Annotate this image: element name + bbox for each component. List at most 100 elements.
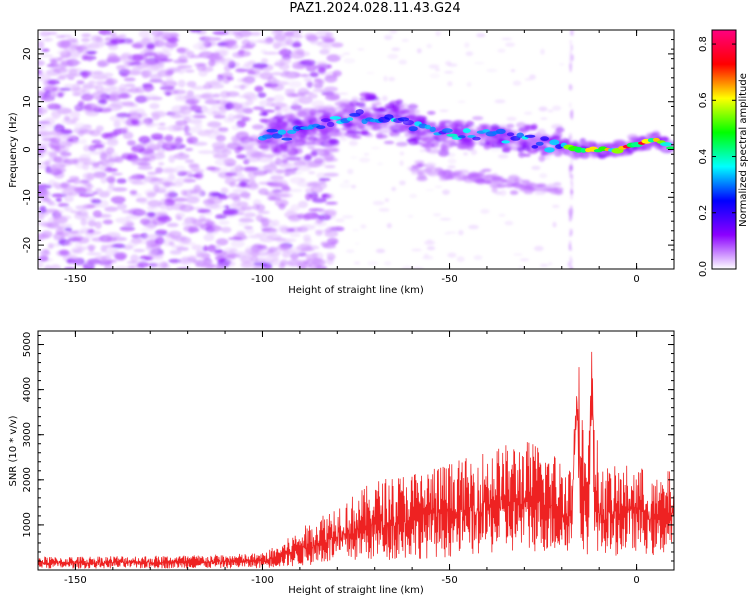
spectrogram-cell — [421, 142, 435, 149]
spectrogram-cell — [434, 185, 443, 189]
y-tick-label: -20 — [22, 237, 33, 253]
spectrogram-cell — [534, 191, 546, 195]
spectrogram-cell — [181, 222, 189, 226]
spectrogram-cell — [534, 132, 542, 138]
spectrogram-cell — [439, 109, 449, 112]
spectrogram-cell — [548, 262, 553, 266]
spectrogram-cell — [324, 165, 336, 169]
spectrogram-cell — [411, 164, 423, 169]
spectrogram-cell — [47, 243, 55, 249]
spectrogram-cell — [53, 67, 68, 74]
spectrogram-cell — [324, 74, 338, 83]
spectrogram-cell — [330, 42, 344, 48]
spectrogram-cell — [513, 253, 523, 256]
spectrogram-cell — [580, 147, 587, 153]
spectrogram-cell — [302, 234, 311, 242]
spectrogram-cell — [291, 42, 302, 48]
y-tick-label: 4000 — [22, 377, 33, 402]
spectrogram-cell — [95, 81, 107, 85]
spectrogram-cell — [233, 85, 249, 89]
spectrogram-cell — [39, 54, 54, 58]
spectrogram-cell — [286, 247, 293, 254]
spectrogram-cell — [105, 152, 112, 159]
spectrogram-cell — [204, 211, 213, 216]
spectrogram-cell — [158, 162, 165, 166]
spectrogram-cell — [384, 114, 394, 120]
spectrogram-cell — [157, 51, 172, 59]
spectrogram-cell — [233, 212, 245, 216]
spectrogram-cell — [168, 155, 176, 163]
spectrogram-cell — [229, 102, 243, 110]
spectrogram-cell — [371, 112, 378, 120]
spectrogram-cell — [472, 116, 484, 121]
spectrogram-cell — [401, 39, 410, 42]
spectrogram-cell — [81, 38, 91, 42]
spectrogram-cell — [450, 171, 461, 176]
spectrogram-cell — [97, 61, 108, 68]
spectrogram-cell — [277, 103, 290, 112]
spectrogram-cell — [72, 92, 82, 97]
spectrogram-cell — [559, 62, 565, 66]
spectrogram-cell — [383, 261, 392, 266]
spectrogram-cell — [195, 249, 204, 257]
spectrogram-cell — [233, 251, 247, 259]
spectrogram-cell — [325, 32, 334, 37]
spectrogram-cell — [627, 133, 639, 141]
spectrogram-cell — [287, 129, 297, 134]
spectrogram-cell — [660, 142, 673, 147]
spectrogram-cell — [438, 150, 450, 157]
spectrogram-cell — [45, 37, 54, 42]
spectrogram-cell — [197, 150, 214, 155]
spectrogram-cell — [516, 132, 524, 139]
spectrogram-cell — [91, 91, 108, 100]
spectrogram-cell — [192, 141, 208, 146]
spectrogram-cell — [91, 172, 105, 179]
spectrogram-cell — [166, 222, 179, 228]
spectrogram-cell — [75, 45, 88, 51]
spectrogram-cell — [38, 188, 51, 196]
y-tick-label: 0 — [22, 146, 33, 152]
spectrogram-cell — [97, 99, 107, 105]
spectrogram-cell — [155, 236, 165, 245]
colorbar-ticks: 0.0 0.2 0.4 0.6 0.8 — [698, 36, 736, 277]
x-tick-label: -100 — [251, 575, 274, 586]
spectrogram-cell — [259, 109, 276, 113]
spectrogram-cell — [63, 158, 78, 165]
spectrogram-cell — [188, 118, 203, 124]
spectrogram-cell — [134, 41, 147, 45]
spectrogram-cell — [153, 34, 161, 43]
spectrogram-cell — [388, 76, 396, 82]
spectrogram-cell — [223, 260, 236, 268]
spectrogram-cell — [569, 258, 573, 266]
spectrogram-cell — [495, 128, 506, 135]
spectrogram-cell — [341, 215, 354, 219]
spectrogram-cell — [47, 79, 60, 85]
spectrogram-cell — [137, 162, 151, 166]
spectrogram-cell — [99, 158, 110, 166]
spectrogram-cell — [66, 179, 75, 183]
spectrogram-cell — [524, 134, 536, 138]
spectrogram-cell — [474, 61, 485, 65]
spectrogram-cell — [250, 71, 261, 75]
spectrogram-cell — [371, 125, 382, 131]
spectrogram-cell — [198, 94, 212, 98]
spectrogram-cell — [144, 234, 160, 239]
spectrogram-cell — [228, 237, 243, 241]
spectrogram-cell — [310, 148, 325, 152]
spectrogram-cell — [376, 162, 384, 166]
spectrogram-cell — [304, 32, 317, 40]
spectrogram-cell — [364, 134, 374, 138]
spectrogram-cell — [134, 61, 142, 65]
spectrogram-cell — [78, 193, 95, 198]
spectrogram-cell — [185, 196, 200, 204]
spectrogram-cell — [378, 208, 390, 212]
spectrogram-cell — [343, 52, 351, 55]
spectrogram-cell — [211, 110, 227, 115]
spectrogram-cell — [315, 230, 323, 236]
spectrogram-cell — [232, 200, 241, 206]
spectrogram-cell — [223, 205, 230, 209]
spectrogram-cell — [484, 174, 496, 181]
spectrogram-cell — [143, 175, 159, 183]
spectrogram-cell — [114, 265, 129, 269]
spectrogram-cell — [202, 245, 209, 252]
